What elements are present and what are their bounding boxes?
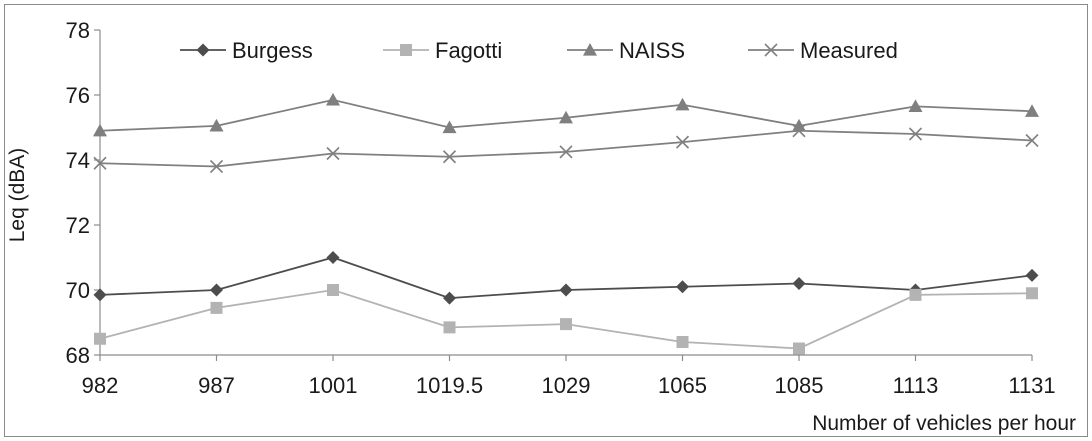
legend-marker-measured-stroke <box>764 43 778 57</box>
data-point-naiss <box>559 110 573 124</box>
legend-label-burgess: Burgess <box>232 38 313 63</box>
legend-item-naiss: NAISS <box>567 38 685 63</box>
data-point-burgess <box>1025 268 1039 282</box>
x-tick-label: 1019.5 <box>416 373 483 398</box>
data-point-measured-stroke <box>675 135 690 149</box>
x-axis-label: Number of vehicles per hour <box>812 412 1076 435</box>
legend-marker-fagotti <box>400 44 412 56</box>
data-point-measured-stroke <box>326 146 340 161</box>
data-point-measured <box>209 159 224 174</box>
x-tick-label: 1001 <box>309 373 358 398</box>
series-line-measured <box>99 129 1033 168</box>
data-point-measured-stroke <box>908 127 923 141</box>
series-measured <box>93 124 1039 174</box>
x-tick-label: 1029 <box>542 373 591 398</box>
x-tick-label: 982 <box>82 373 119 398</box>
series-layer <box>93 92 1039 355</box>
y-tick-label: 78 <box>66 18 90 43</box>
legend-label-measured: Measured <box>800 38 898 63</box>
legend: Burgess Fagotti NAISS Measured <box>180 38 898 63</box>
x-tick-label: 1065 <box>658 373 707 398</box>
legend-item-burgess: Burgess <box>180 38 313 63</box>
series-fagotti <box>94 284 1038 355</box>
data-point-measured <box>93 156 107 170</box>
data-point-fagotti <box>210 301 223 314</box>
data-point-burgess <box>93 288 107 302</box>
data-point-measured-stroke <box>209 159 224 174</box>
data-point-fagotti <box>327 284 339 296</box>
data-point-measured <box>326 146 340 161</box>
data-point-naiss <box>326 92 340 106</box>
data-point-fagotti <box>676 336 689 348</box>
x-tick-label: 1113 <box>893 373 939 398</box>
y-axis-label: Leq (dBA) <box>6 148 29 243</box>
data-point-naiss <box>442 120 457 134</box>
series-naiss <box>93 92 1039 137</box>
y-tick-label: 74 <box>66 148 90 173</box>
legend-marker-burgess <box>196 43 210 57</box>
data-point-measured <box>559 145 573 159</box>
data-point-burgess <box>559 283 573 297</box>
x-tick-label: 1131 <box>1008 373 1055 398</box>
y-tick-label: 70 <box>66 278 90 303</box>
data-point-measured-stroke <box>1025 133 1039 148</box>
data-point-measured-stroke <box>93 156 107 170</box>
series-burgess <box>93 251 1039 305</box>
data-point-fagotti <box>443 321 456 334</box>
data-point-naiss <box>209 118 224 132</box>
axes: 68 70 72 74 76 78 982 987 1001 1019.5 1029 1065 1085… <box>66 18 1056 398</box>
y-tick-label: 68 <box>66 343 90 368</box>
legend-marker-measured <box>764 43 778 57</box>
data-point-burgess <box>443 291 456 305</box>
data-point-burgess <box>792 277 806 290</box>
data-point-naiss <box>908 99 923 112</box>
data-point-naiss <box>1025 104 1039 117</box>
data-point-measured-stroke <box>442 150 457 164</box>
data-point-burgess <box>210 283 223 297</box>
data-point-fagotti <box>793 342 805 355</box>
legend-marker-naiss <box>583 43 597 56</box>
legend-item-measured: Measured <box>748 38 898 63</box>
data-point-measured <box>792 124 806 138</box>
data-point-measured-stroke <box>792 124 806 138</box>
data-point-measured <box>908 127 923 141</box>
data-point-burgess <box>326 251 340 264</box>
data-point-measured <box>442 150 457 164</box>
data-point-measured <box>1025 133 1039 148</box>
data-point-naiss <box>93 123 107 137</box>
y-tick-label: 76 <box>66 83 90 108</box>
data-point-fagotti <box>1026 287 1038 300</box>
chart-frame <box>4 4 1088 437</box>
data-point-fagotti <box>909 288 922 301</box>
x-tick-label: 1085 <box>775 373 824 398</box>
legend-label-fagotti: Fagotti <box>435 38 502 63</box>
data-point-measured <box>675 135 690 149</box>
y-tick-label: 72 <box>66 213 90 238</box>
data-point-naiss <box>675 97 690 111</box>
data-point-measured-stroke <box>559 145 573 159</box>
x-tick-label: 987 <box>198 373 235 398</box>
legend-item-fagotti: Fagotti <box>383 38 502 63</box>
data-point-fagotti <box>94 332 106 345</box>
data-point-burgess <box>676 280 689 294</box>
legend-label-naiss: NAISS <box>619 38 685 63</box>
data-point-fagotti <box>560 318 572 331</box>
